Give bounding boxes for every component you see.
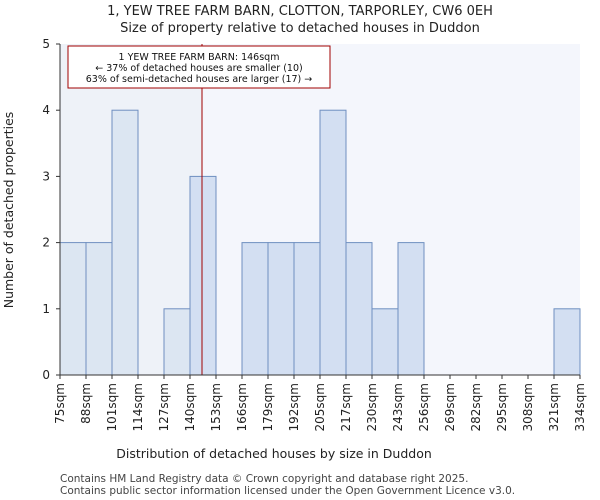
x-tick-label-334sqm: 334sqm bbox=[573, 383, 587, 431]
x-tick-label-321sqm: 321sqm bbox=[547, 383, 561, 431]
bar-127sqm bbox=[163, 308, 191, 376]
x-axis-label: Distribution of detached houses by size … bbox=[116, 446, 432, 461]
y-tick-label-0: 0 bbox=[42, 368, 50, 382]
bar-140sqm bbox=[189, 175, 217, 376]
y-tick-label-2: 2 bbox=[42, 236, 50, 250]
bar-321sqm bbox=[553, 308, 581, 376]
bar-88sqm bbox=[85, 242, 113, 376]
y-ticks: 0 1 2 3 4 5 bbox=[42, 37, 60, 382]
annotation-frame bbox=[67, 45, 331, 89]
chart-title: 1, YEW TREE FARM BARN, CLOTTON, TARPORLE… bbox=[107, 4, 493, 19]
x-tick-label-127sqm: 127sqm bbox=[157, 383, 171, 431]
x-tick-label-114sqm: 114sqm bbox=[131, 383, 145, 431]
x-tick-label-205sqm: 205sqm bbox=[313, 383, 327, 431]
x-tick-label-295sqm: 295sqm bbox=[495, 383, 509, 431]
x-tick-label-192sqm: 192sqm bbox=[287, 383, 301, 431]
bar-243sqm bbox=[397, 242, 425, 376]
bar-179sqm bbox=[267, 242, 295, 376]
annotation-line-1: 1 YEW TREE FARM BARN: 146sqm bbox=[119, 52, 280, 63]
y-tick-label-3: 3 bbox=[42, 169, 50, 183]
annotation-box: 1 YEW TREE FARM BARN: 146sqm ← 37% of de… bbox=[67, 45, 331, 89]
x-ticks: 75sqm 88sqm 101sqm 114sqm 127sqm 140sqm 153sqm… bbox=[53, 375, 587, 431]
x-tick-label-75sqm: 75sqm bbox=[53, 383, 67, 424]
bar-166sqm bbox=[241, 242, 269, 376]
x-tick-label-269sqm: 269sqm bbox=[443, 383, 457, 431]
x-tick-label-243sqm: 243sqm bbox=[391, 383, 405, 431]
annotation-line-2: ← 37% of detached houses are smaller (10… bbox=[95, 63, 302, 74]
annotation-line-3: 63% of semi-detached houses are larger (… bbox=[86, 74, 313, 85]
bar-75sqm bbox=[59, 242, 87, 376]
x-tick-label-217sqm: 217sqm bbox=[339, 383, 353, 431]
footer-line-1: Contains HM Land Registry data © Crown c… bbox=[60, 473, 468, 485]
x-tick-label-256sqm: 256sqm bbox=[417, 383, 431, 431]
x-tick-label-101sqm: 101sqm bbox=[105, 383, 119, 431]
x-tick-label-88sqm: 88sqm bbox=[79, 383, 93, 424]
x-tick-label-230sqm: 230sqm bbox=[365, 383, 379, 431]
bar-230sqm bbox=[371, 308, 399, 376]
y-tick-label-4: 4 bbox=[42, 103, 50, 117]
x-tick-label-166sqm: 166sqm bbox=[235, 383, 249, 431]
bar-101sqm bbox=[111, 109, 139, 376]
bar-205sqm bbox=[319, 109, 347, 376]
x-tick-label-282sqm: 282sqm bbox=[469, 383, 483, 431]
x-tick-label-179sqm: 179sqm bbox=[261, 383, 275, 431]
chart-subtitle: Size of property relative to detached ho… bbox=[120, 21, 480, 36]
bars-group bbox=[59, 109, 581, 376]
bar-217sqm bbox=[345, 242, 373, 376]
y-tick-label-1: 1 bbox=[42, 302, 50, 316]
bar-192sqm bbox=[293, 242, 321, 376]
footer-line-2: Contains public sector information licen… bbox=[60, 485, 515, 497]
y-tick-label-5: 5 bbox=[42, 37, 50, 51]
x-tick-label-308sqm: 308sqm bbox=[521, 383, 535, 431]
x-tick-label-140sqm: 140sqm bbox=[183, 383, 197, 431]
x-tick-label-153sqm: 153sqm bbox=[209, 383, 223, 431]
y-axis-label: Number of detached properties bbox=[1, 112, 16, 309]
